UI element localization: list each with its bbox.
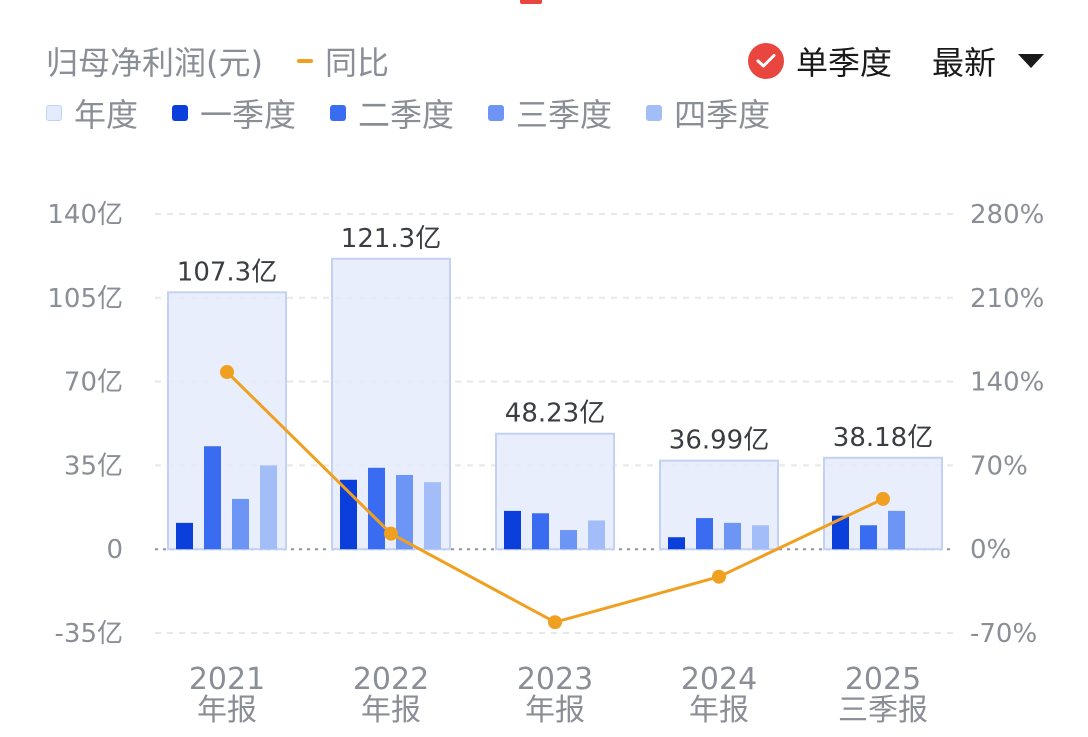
- legend-label: 四季度: [674, 96, 771, 134]
- quarter-bar-q1: [832, 515, 849, 550]
- quarter-bar-q1: [176, 522, 193, 550]
- chart-title: 归母净利润(元): [46, 44, 263, 82]
- legend-swatch: [330, 105, 347, 121]
- legend-item-0: 年度: [46, 90, 138, 136]
- quarter-bar-q3: [560, 530, 577, 550]
- y-right-tick-label: 140%: [970, 368, 1044, 398]
- x-tick-year: 2024: [681, 662, 757, 697]
- quarter-bar-q4: [260, 465, 277, 550]
- annual-data-label: 107.3亿: [177, 257, 277, 287]
- legend-item-4: 四季度: [646, 90, 770, 136]
- quarter-bar-q4: [752, 525, 769, 550]
- quarter-bar-q3: [724, 522, 741, 550]
- x-tick-period: 年报: [361, 693, 421, 728]
- legend-item-2: 二季度: [330, 90, 454, 136]
- latest-dropdown[interactable]: 最新: [932, 38, 1044, 84]
- y-right-tick-label: 0%: [970, 535, 1011, 565]
- x-tick-period: 年报: [197, 693, 257, 728]
- x-tick-year: 2025: [845, 662, 921, 697]
- legend-label: 三季度: [516, 96, 613, 134]
- annual-data-label: 36.99亿: [669, 426, 769, 456]
- legend-label: 一季度: [200, 96, 297, 134]
- legend-swatch: [46, 105, 62, 121]
- y-left-tick-label: 0: [106, 535, 123, 565]
- quarter-bar-q4: [424, 482, 441, 550]
- y-left-tick-label: 70亿: [64, 368, 123, 398]
- quarter-bar-q4: [588, 520, 605, 550]
- yoy-line-swatch: [296, 59, 313, 63]
- quarter-bar-q3: [232, 498, 249, 550]
- legend-label: 年度: [74, 96, 139, 134]
- quarter-bar-q3: [396, 474, 413, 550]
- series-legend: 年度 一季度 二季度 三季度 四季度: [46, 90, 804, 136]
- legend-label: 二季度: [358, 96, 455, 134]
- chart-header: 归母净利润(元) 同比 单季度 最新: [46, 38, 1044, 84]
- yoy-point: [384, 526, 398, 541]
- x-tick-year: 2022: [353, 662, 429, 697]
- y-right-tick-label: -70%: [970, 619, 1037, 649]
- y-right-tick-label: 280%: [970, 200, 1044, 230]
- x-tick-year: 2021: [189, 662, 265, 697]
- annual-data-label: 121.3亿: [341, 224, 441, 254]
- legend-swatch: [488, 105, 505, 121]
- legend-swatch: [172, 105, 189, 121]
- annual-data-label: 48.23亿: [505, 399, 605, 429]
- x-tick-period: 三季报: [838, 693, 928, 728]
- yoy-point: [220, 365, 234, 380]
- x-tick-period: 年报: [689, 693, 749, 728]
- quarter-bar-q2: [860, 525, 877, 550]
- single-quarter-toggle[interactable]: 单季度: [747, 38, 892, 84]
- y-right-tick-label: 210%: [970, 284, 1044, 314]
- check-circle-icon: [747, 43, 784, 79]
- y-left-tick-label: -35亿: [55, 619, 123, 649]
- top-indicator-mark: [520, 0, 542, 4]
- quarter-bar-q2: [368, 467, 385, 550]
- caret-down-icon: [1018, 54, 1044, 68]
- legend-item-3: 三季度: [488, 90, 612, 136]
- y-left-tick-label: 105亿: [47, 284, 123, 314]
- latest-label: 最新: [931, 44, 996, 82]
- y-right-tick-label: 70%: [970, 451, 1028, 481]
- yoy-legend: 同比: [296, 38, 389, 84]
- yoy-point: [712, 569, 726, 584]
- x-tick-year: 2023: [517, 662, 593, 697]
- annual-data-label: 38.18亿: [833, 423, 933, 453]
- y-left-tick-label: 140亿: [47, 200, 123, 230]
- quarter-bar-q3: [888, 510, 905, 550]
- x-tick-period: 年报: [525, 693, 585, 728]
- quarter-bar-q1: [668, 537, 685, 550]
- quarter-bar-q1: [504, 510, 521, 550]
- yoy-point: [876, 491, 890, 506]
- quarter-bar-q2: [204, 446, 221, 550]
- quarter-bar-q2: [532, 513, 549, 550]
- single-quarter-label: 单季度: [795, 44, 892, 82]
- y-left-tick-label: 35亿: [64, 451, 123, 481]
- yoy-legend-label: 同比: [324, 44, 389, 82]
- quarter-bar-q2: [696, 518, 713, 550]
- legend-item-1: 一季度: [172, 90, 296, 136]
- legend-swatch: [646, 105, 663, 121]
- yoy-point: [548, 615, 562, 630]
